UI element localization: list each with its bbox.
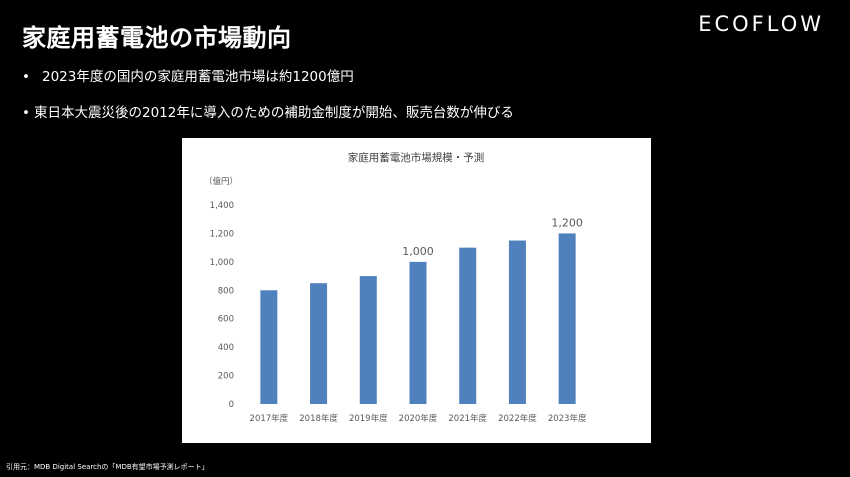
bar — [558, 233, 576, 404]
market-size-bar-chart: 家庭用蓄電池市場規模・予測 （億円） 0 200 400 600 800 1,000 1,2… — [204, 151, 587, 424]
y-tick-label: 200 — [218, 372, 234, 382]
x-tick-label: 2021年度 — [448, 413, 487, 424]
x-tick-label: 2017年度 — [250, 413, 289, 424]
x-tick-label: 2018年度 — [299, 413, 338, 424]
bar — [359, 276, 377, 404]
bullet-text: 2023年度の国内の家庭用蓄電池市場は約1200億円 — [42, 69, 354, 85]
y-tick-label: 1,000 — [210, 258, 234, 268]
slide-title: 家庭用蓄電池の市場動向 — [22, 24, 292, 52]
y-tick-label: 600 — [218, 315, 234, 325]
y-axis-unit-label: （億円） — [204, 176, 238, 187]
bar — [260, 290, 278, 404]
x-axis: 2017年度 2018年度 2019年度 2020年度 2021年度 2022年度 2023… — [250, 413, 587, 424]
bar-series — [260, 233, 576, 404]
bar — [409, 261, 427, 404]
bullet-text: 東日本大震災後の2012年に導入のための補助金制度が開始、販売台数が伸びる — [34, 105, 514, 121]
x-tick-label: 2020年度 — [399, 413, 438, 424]
bullet-item: • 2023年度の国内の家庭用蓄電池市場は約1200億円 — [22, 68, 514, 86]
bullet-point-icon: • — [22, 105, 30, 121]
bullet-item: • 東日本大震災後の2012年に導入のための補助金制度が開始、販売台数が伸びる — [22, 104, 514, 122]
citation-text: 引用元：MDB Digital Searchの「MDB有望市場予測レポート」 — [6, 463, 209, 471]
data-label: 1,200 — [551, 216, 583, 229]
bar — [310, 283, 328, 404]
y-tick-label: 800 — [218, 286, 234, 296]
bar — [459, 247, 477, 404]
ecoflow-logo: ECOFLOW — [698, 12, 824, 36]
y-tick-label: 1,200 — [210, 229, 234, 239]
chart-title: 家庭用蓄電池市場規模・予測 — [348, 151, 485, 164]
y-tick-label: 400 — [218, 343, 234, 353]
data-labels: 1,000 1,200 — [402, 216, 583, 257]
y-tick-label: 0 — [229, 400, 234, 410]
x-tick-label: 2022年度 — [498, 413, 537, 424]
data-label: 1,000 — [402, 245, 434, 258]
y-tick-label: 1,400 — [210, 201, 234, 211]
y-axis: 0 200 400 600 800 1,000 1,200 1,400 — [210, 201, 234, 410]
bullet-point-icon: • — [22, 69, 30, 85]
chart-panel: 家庭用蓄電池市場規模・予測 （億円） 0 200 400 600 800 1,000 1,2… — [182, 138, 651, 443]
x-tick-label: 2019年度 — [349, 413, 388, 424]
x-tick-label: 2023年度 — [548, 413, 587, 424]
bar — [508, 240, 526, 404]
bullet-list: • 2023年度の国内の家庭用蓄電池市場は約1200億円 • 東日本大震災後の2… — [22, 68, 514, 140]
